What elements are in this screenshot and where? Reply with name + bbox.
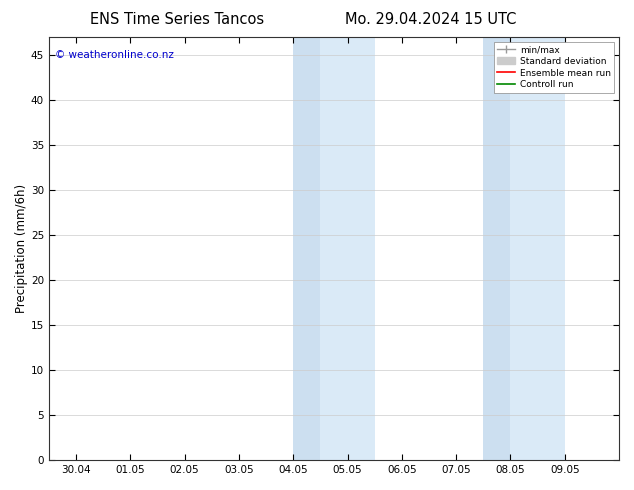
Bar — [510, 37, 565, 460]
Text: © weatheronline.co.nz: © weatheronline.co.nz — [55, 50, 174, 60]
Legend: min/max, Standard deviation, Ensemble mean run, Controll run: min/max, Standard deviation, Ensemble me… — [494, 42, 614, 93]
Bar — [320, 37, 375, 460]
Text: Mo. 29.04.2024 15 UTC: Mo. 29.04.2024 15 UTC — [346, 12, 517, 27]
Y-axis label: Precipitation (mm/6h): Precipitation (mm/6h) — [15, 184, 28, 313]
Bar — [483, 37, 510, 460]
Bar — [293, 37, 320, 460]
Text: ENS Time Series Tancos: ENS Time Series Tancos — [91, 12, 264, 27]
